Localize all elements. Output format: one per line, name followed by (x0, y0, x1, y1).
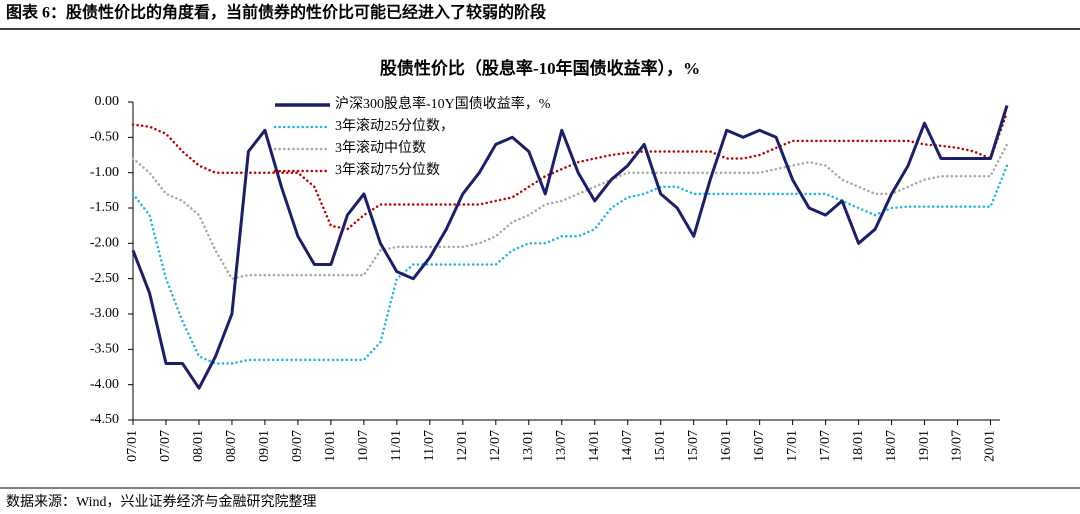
chart-title: 股债性价比（股息率-10年国债收益率），% (380, 58, 700, 78)
y-tick-label: 0.00 (95, 94, 120, 109)
x-tick-label: 18/01 (851, 430, 866, 462)
y-tick-label: -3.50 (90, 342, 119, 357)
header: 图表 6：股债性价比的角度看，当前债券的性价比可能已经进入了较弱的阶段 (6, 3, 547, 22)
x-tick-label: 18/07 (884, 430, 899, 462)
x-tick-label: 16/01 (719, 430, 734, 462)
y-tick-label: -1.00 (90, 165, 119, 180)
x-tick-label: 14/01 (587, 430, 602, 462)
x-tick-label: 12/01 (455, 430, 470, 462)
y-tick-label: -1.50 (90, 200, 119, 215)
x-tick-label: 15/01 (653, 430, 668, 462)
x-tick-label: 13/07 (554, 430, 569, 462)
x-tick-label: 08/01 (191, 430, 206, 462)
x-tick-label: 14/07 (620, 430, 635, 462)
x-tick-label: 19/01 (917, 430, 932, 462)
series-line (131, 164, 1009, 365)
x-tick-label: 10/07 (356, 430, 371, 462)
x-tick-label: 09/07 (290, 430, 305, 462)
x-tick-label: 12/07 (488, 430, 503, 462)
y-tick-label: -2.00 (90, 236, 119, 251)
series-line (131, 143, 1009, 280)
x-tick-label: 07/07 (158, 430, 173, 462)
legend-label: 3年滚动25分位数， (335, 117, 454, 134)
x-tick-label: 20/01 (983, 430, 998, 462)
x-tick-label: 17/01 (785, 430, 800, 462)
y-tick-label: -2.50 (90, 271, 119, 286)
x-tick-label: 11/01 (389, 430, 404, 461)
legend-label: 3年滚动75分位数 (335, 161, 440, 178)
y-tick-label: -3.00 (90, 306, 119, 321)
series-line (131, 105, 1009, 390)
legend-label: 沪深300股息率-10Y国债收益率，% (335, 95, 551, 112)
x-tick-label: 07/01 (125, 430, 140, 462)
x-tick-label: 08/07 (224, 430, 239, 462)
y-tick-label: -0.50 (90, 130, 119, 145)
x-tick-label: 10/01 (323, 430, 338, 462)
legend-label: 3年滚动中位数 (335, 139, 426, 156)
x-tick-label: 09/01 (257, 430, 272, 462)
x-tick-label: 17/07 (818, 430, 833, 462)
y-tick-label: -4.00 (90, 377, 119, 392)
source: 数据来源：Wind，兴业证券经济与金融研究院整理 (6, 494, 317, 510)
y-tick-label: -4.50 (90, 412, 119, 427)
x-tick-label: 15/07 (686, 430, 701, 462)
x-tick-label: 13/01 (521, 430, 536, 462)
x-tick-label: 19/07 (950, 430, 965, 462)
x-tick-label: 11/07 (422, 430, 437, 461)
x-tick-label: 16/07 (752, 430, 767, 462)
